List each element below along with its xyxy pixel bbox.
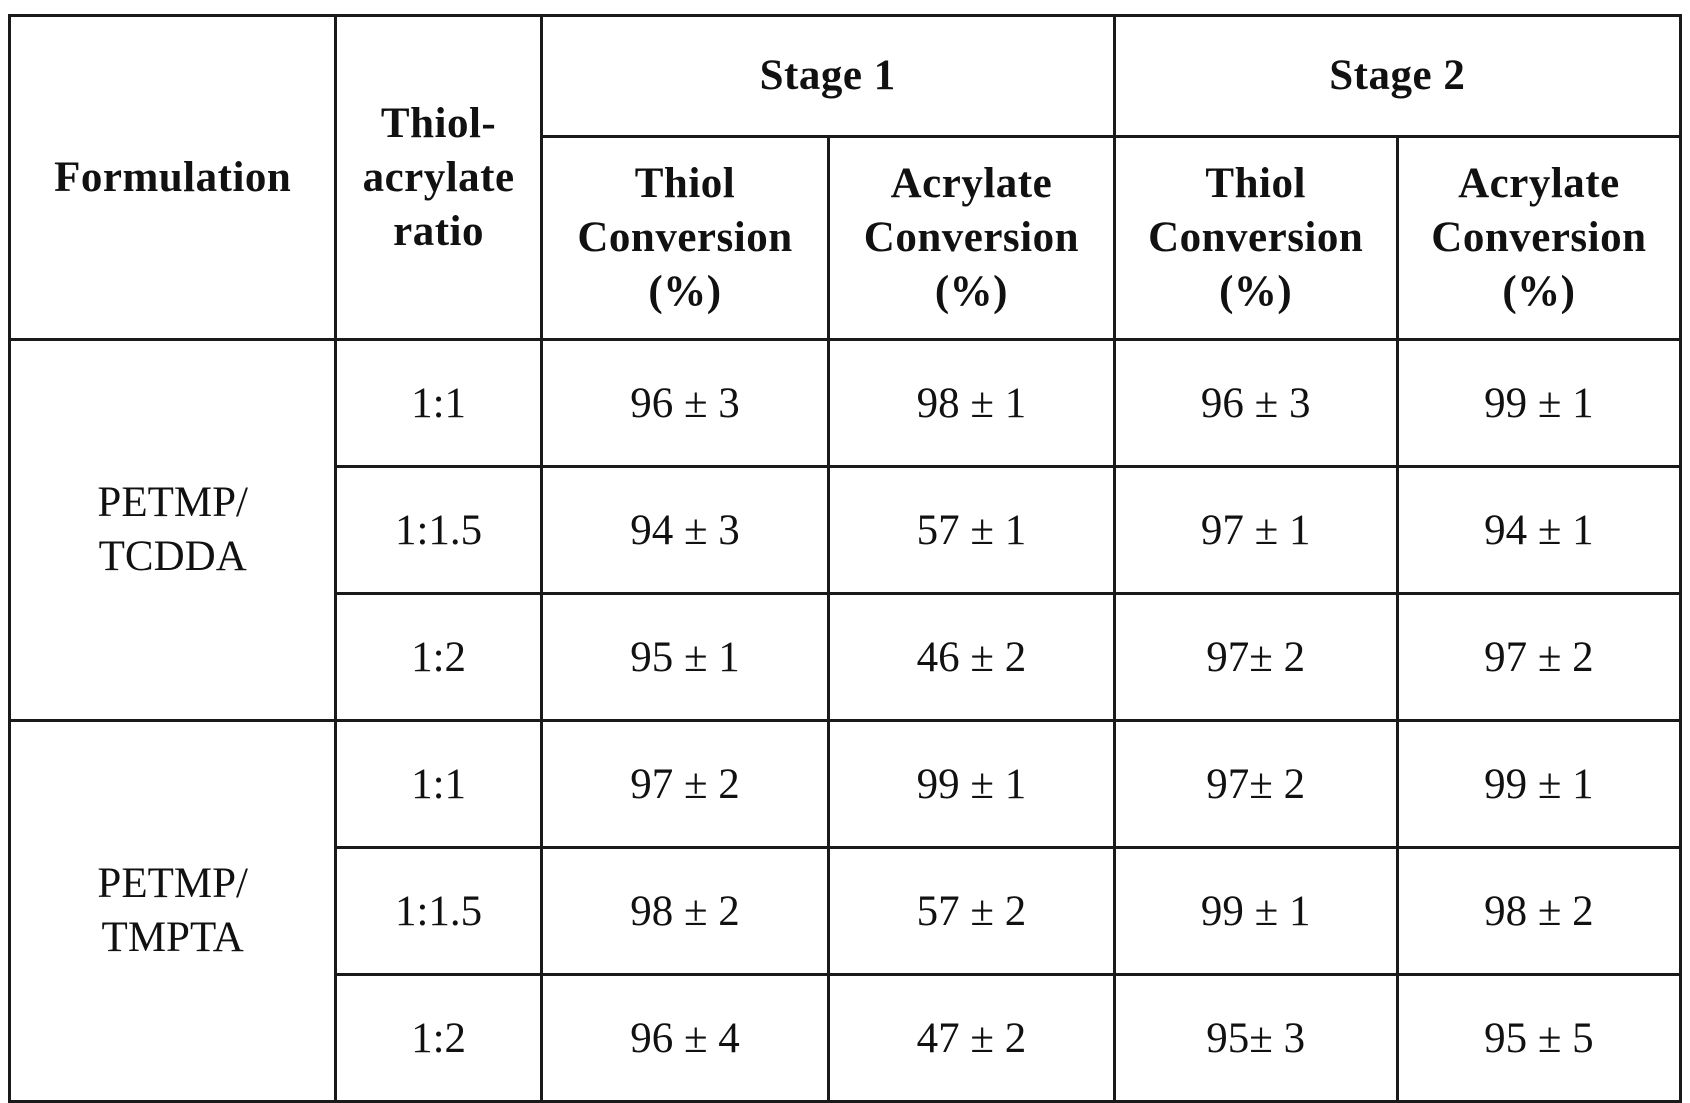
conversion-table: Formulation Thiol- acrylate ratio Stage … [8,14,1682,1103]
ratio-cell: 1:1 [336,340,541,467]
stage2-acrylate-cell: 99 ± 1 [1397,721,1680,848]
stage1-acrylate-cell: 57 ± 1 [829,467,1114,594]
formulation-cell: PETMP/ TMPTA [10,721,336,1102]
ratio-cell: 1:1.5 [336,848,541,975]
ratio-cell: 1:2 [336,594,541,721]
stage2-acrylate-cell: 94 ± 1 [1397,467,1680,594]
ratio-cell: 1:1 [336,721,541,848]
header-formulation: Formulation [10,16,336,340]
stage2-thiol-cell: 97± 2 [1114,594,1397,721]
header-stage2-thiol-conversion: Thiol Conversion (%) [1114,137,1397,340]
ratio-cell: 1:1.5 [336,467,541,594]
header-stage2-acrylate-conversion: Acrylate Conversion (%) [1397,137,1680,340]
stage2-thiol-cell: 97± 2 [1114,721,1397,848]
stage1-thiol-cell: 98 ± 2 [541,848,829,975]
table-row: PETMP/ TCDDA 1:1 96 ± 3 98 ± 1 96 ± 3 99… [10,340,1681,467]
stage1-thiol-cell: 97 ± 2 [541,721,829,848]
stage1-thiol-cell: 96 ± 4 [541,975,829,1102]
stage1-acrylate-cell: 46 ± 2 [829,594,1114,721]
stage1-thiol-cell: 95 ± 1 [541,594,829,721]
header-thiol-acrylate-ratio: Thiol- acrylate ratio [336,16,541,340]
table-container: Formulation Thiol- acrylate ratio Stage … [8,14,1682,1080]
formulation-cell: PETMP/ TCDDA [10,340,336,721]
stage2-acrylate-cell: 98 ± 2 [1397,848,1680,975]
stage1-thiol-cell: 94 ± 3 [541,467,829,594]
stage2-thiol-cell: 99 ± 1 [1114,848,1397,975]
stage2-thiol-cell: 95± 3 [1114,975,1397,1102]
stage2-acrylate-cell: 95 ± 5 [1397,975,1680,1102]
header-stage-1: Stage 1 [541,16,1114,137]
header-stage-2: Stage 2 [1114,16,1680,137]
stage2-thiol-cell: 97 ± 1 [1114,467,1397,594]
stage1-acrylate-cell: 99 ± 1 [829,721,1114,848]
stage1-thiol-cell: 96 ± 3 [541,340,829,467]
stage2-acrylate-cell: 97 ± 2 [1397,594,1680,721]
stage2-acrylate-cell: 99 ± 1 [1397,340,1680,467]
header-stage1-thiol-conversion: Thiol Conversion (%) [541,137,829,340]
stage1-acrylate-cell: 98 ± 1 [829,340,1114,467]
stage2-thiol-cell: 96 ± 3 [1114,340,1397,467]
stage1-acrylate-cell: 57 ± 2 [829,848,1114,975]
table-row: PETMP/ TMPTA 1:1 97 ± 2 99 ± 1 97± 2 99 … [10,721,1681,848]
ratio-cell: 1:2 [336,975,541,1102]
header-stage1-acrylate-conversion: Acrylate Conversion (%) [829,137,1114,340]
stage1-acrylate-cell: 47 ± 2 [829,975,1114,1102]
